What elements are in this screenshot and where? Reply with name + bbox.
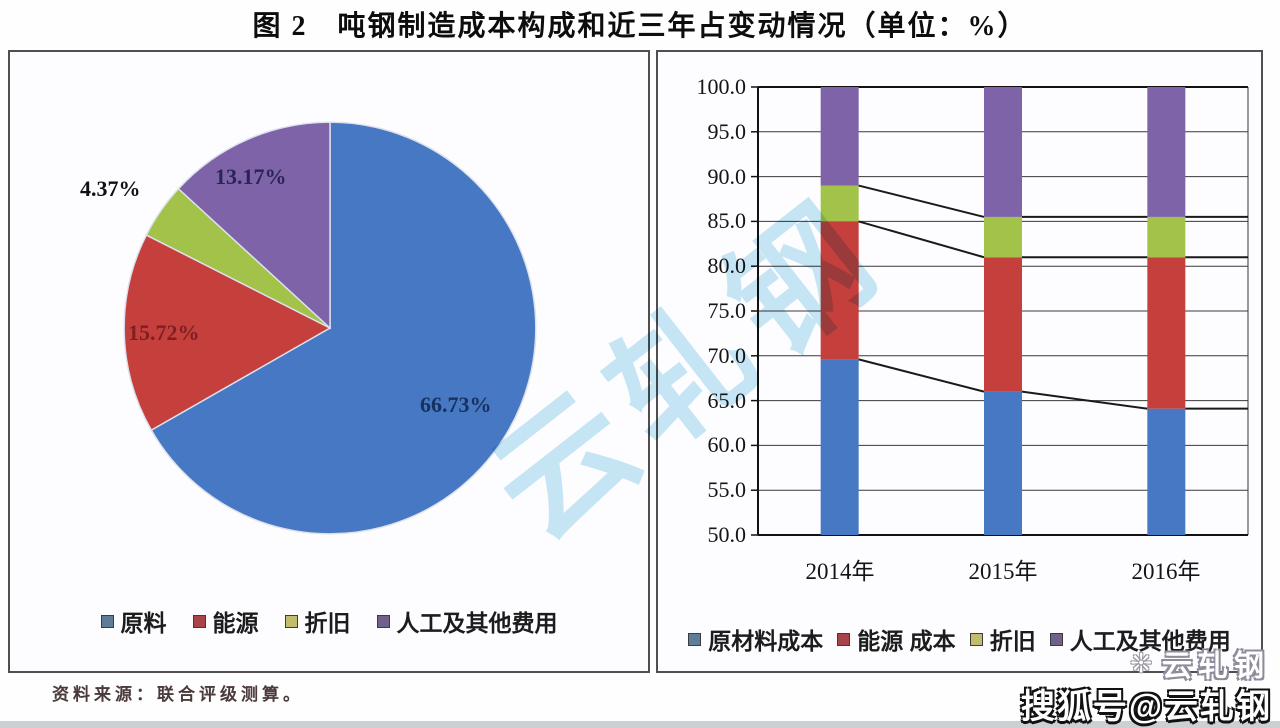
yunzhagang-logo-icon: ❊ xyxy=(1130,647,1152,678)
bar-segment-2014年-1 xyxy=(820,221,859,360)
bar-segment-2016年-1 xyxy=(1147,257,1186,409)
y-tick-label: 100.0 xyxy=(696,74,747,99)
y-tick-label: 85.0 xyxy=(707,208,747,234)
bar-segment-2015年-0 xyxy=(984,391,1022,535)
bar-legend-item-raw-material-cost: 原材料成本 xyxy=(688,622,823,656)
pie-slice-1 xyxy=(123,234,332,432)
bar-segment-2016年-0 xyxy=(1147,408,1186,535)
pie-legend-item-raw-material: 原料 xyxy=(100,604,167,638)
legend-swatch-purple xyxy=(1049,632,1063,646)
brand-watermark-text: 云轧钢 xyxy=(1162,650,1270,683)
legend-swatch-green xyxy=(284,614,298,628)
bar-legend-label: 能源 成本 xyxy=(857,628,956,654)
bar-segment-2014年-2 xyxy=(820,185,859,222)
pie-legend-label: 人工及其他费用 xyxy=(396,610,558,636)
y-tick-label: 95.0 xyxy=(707,118,747,144)
y-tick-label: 55.0 xyxy=(707,477,747,503)
stacked-bar-svg xyxy=(751,86,1249,536)
series-line xyxy=(858,184,985,218)
pie-value-label-labor: 13.17% xyxy=(215,164,287,189)
bar-legend: 原材料成本 能源 成本 折旧 人工及其他费用 xyxy=(658,622,1261,656)
pie-value-label-depreciation: 4.37% xyxy=(80,176,141,201)
legend-swatch-red xyxy=(192,614,206,628)
y-tick-label: 70.0 xyxy=(707,342,747,368)
pie-value-label-energy: 15.72% xyxy=(128,320,200,345)
bar-legend-item-depreciation: 折旧 xyxy=(969,622,1036,656)
series-line xyxy=(858,358,985,393)
x-tick-label-2015: 2015年 xyxy=(968,559,1038,584)
bar-legend-label: 人工及其他费用 xyxy=(1069,628,1231,654)
pie-chart-panel: 66.73% 15.72% 4.37% 13.17% 原料 能源 折旧 人工及其… xyxy=(8,50,650,673)
bar-legend-item-labor: 人工及其他费用 xyxy=(1049,622,1231,656)
pie-legend-label: 原料 xyxy=(120,610,167,636)
pie-chart-svg xyxy=(123,121,537,535)
y-tick-label: 60.0 xyxy=(707,432,747,458)
source-note: 资料来源：联合评级测算。 xyxy=(52,685,304,704)
bar-segment-2014年-0 xyxy=(820,359,859,535)
pie-legend-label: 能源 xyxy=(212,610,259,636)
pie-legend-item-depreciation: 折旧 xyxy=(284,604,351,638)
bar-legend-label: 折旧 xyxy=(989,628,1036,654)
pie-legend-item-energy: 能源 xyxy=(192,604,259,638)
series-line xyxy=(858,220,985,259)
bar-legend-item-energy-cost: 能源 成本 xyxy=(837,622,956,656)
legend-swatch-yellow xyxy=(969,632,983,646)
bar-segment-2016年-3 xyxy=(1147,87,1186,217)
bar-segment-2015年-1 xyxy=(984,257,1022,392)
bar-segment-2014年-3 xyxy=(820,87,859,186)
series-line xyxy=(1021,390,1148,410)
legend-swatch-red xyxy=(837,632,851,646)
y-axis: 100.0 95.0 90.0 85.0 80.0 75.0 70.0 65.0 60.0 55.… xyxy=(672,74,750,547)
legend-swatch-blue xyxy=(100,614,114,628)
stacked-bar-panel: 100.0 95.0 90.0 85.0 80.0 75.0 70.0 65.0 60.0 55.… xyxy=(656,50,1263,673)
stacked-bar-plot-area xyxy=(751,86,1249,536)
bar-segment-2015年-2 xyxy=(984,216,1022,258)
x-tick-label-2016: 2016年 xyxy=(1131,559,1201,584)
x-tick-label-2014: 2014年 xyxy=(805,559,875,584)
y-tick-label: 50.0 xyxy=(707,522,747,547)
y-tick-label: 90.0 xyxy=(707,163,747,189)
pie-value-label-raw-material: 66.73% xyxy=(420,392,492,417)
bar-legend-label: 原材料成本 xyxy=(708,628,824,654)
pie-legend-label: 折旧 xyxy=(304,610,351,636)
legend-swatch-purple xyxy=(376,614,390,628)
bottom-strip xyxy=(0,721,1280,728)
bar-segment-2015年-3 xyxy=(984,87,1022,217)
brand-watermark: ❊ 云轧钢 xyxy=(1130,641,1270,685)
y-tick-label: 80.0 xyxy=(707,253,747,279)
y-tick-label: 75.0 xyxy=(707,298,747,323)
legend-swatch-blue xyxy=(688,632,702,646)
pie-legend-item-labor: 人工及其他费用 xyxy=(376,604,558,638)
pie-legend: 原料 能源 折旧 人工及其他费用 xyxy=(10,604,648,638)
bar-segment-2016年-2 xyxy=(1147,216,1186,258)
pie-slice-3 xyxy=(177,121,331,330)
pie-slice-0 xyxy=(150,121,537,535)
y-tick-label: 65.0 xyxy=(707,387,747,413)
figure-title: 图 2 吨钢制造成本构成和近三年占变动情况（单位：%） xyxy=(252,11,1028,42)
sohu-watermark: 搜狐号@云轧钢 xyxy=(1020,688,1272,726)
